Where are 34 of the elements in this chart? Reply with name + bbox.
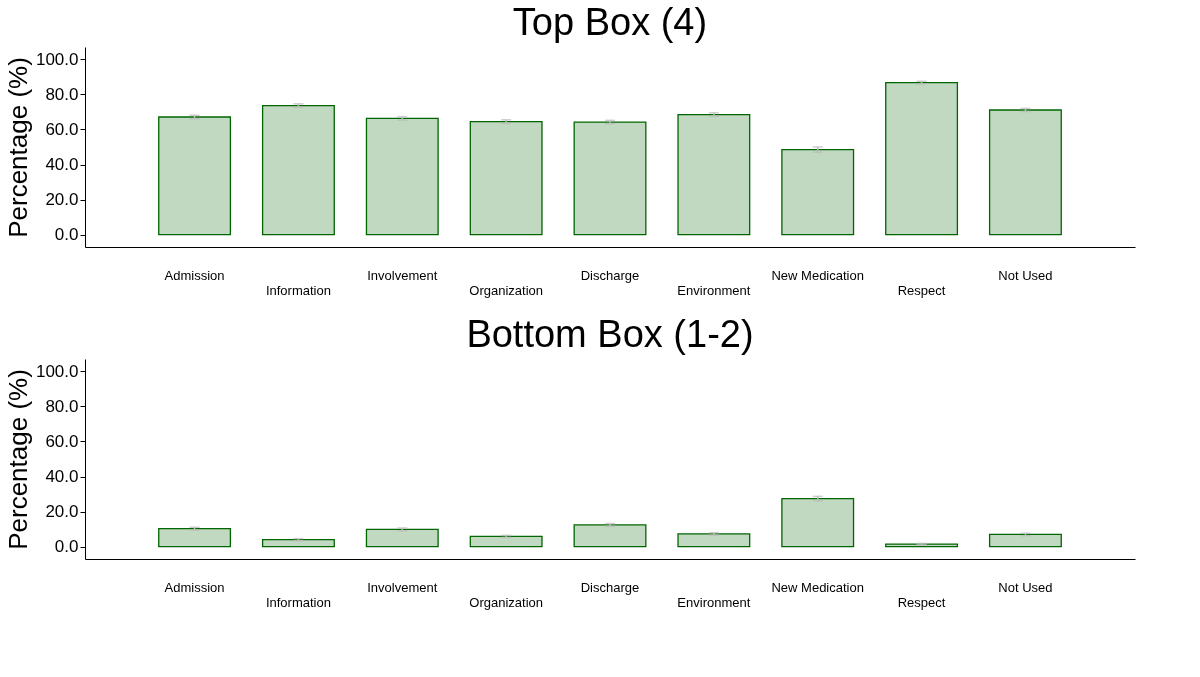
x-tick-label: Information — [265, 594, 331, 610]
y-tick-label: 80.0 — [45, 84, 79, 104]
x-tick-label: New Medication — [771, 579, 864, 595]
y-tick-label: 60.0 — [45, 431, 79, 451]
x-tick-label: Not Used — [998, 579, 1053, 595]
x-tick-label: Admission — [164, 267, 225, 283]
x-tick-label: Respect — [897, 594, 946, 610]
y-tick-label: 60.0 — [45, 119, 79, 139]
y-tick-label: 0.0 — [54, 537, 79, 557]
x-tick-label: Environment — [677, 282, 751, 298]
x-tick-label: Involvement — [367, 267, 438, 283]
x-tick-label: Discharge — [580, 267, 640, 283]
y-tick-label: 0.0 — [54, 225, 79, 245]
x-tick-label: Organization — [469, 282, 543, 298]
y-tick-label: 100.0 — [35, 49, 79, 69]
x-tick-label: Environment — [677, 594, 751, 610]
x-tick-label: Discharge — [580, 579, 640, 595]
y-tick-label: 40.0 — [45, 467, 79, 487]
x-tick-label: Admission — [164, 579, 225, 595]
y-axis-title: Percentage (%) — [2, 57, 33, 238]
y-tick-label: 80.0 — [45, 396, 79, 416]
y-tick-label: 20.0 — [45, 190, 79, 210]
y-tick-label: 100.0 — [35, 361, 79, 381]
x-tick-label: Respect — [897, 282, 946, 298]
x-tick-label: Information — [265, 282, 331, 298]
y-tick-label: 40.0 — [45, 155, 79, 175]
x-tick-label: Organization — [469, 594, 543, 610]
y-axis-title: Percentage (%) — [2, 369, 33, 550]
x-tick-label: Not Used — [998, 267, 1053, 283]
chart-title: Top Box (4) — [512, 1, 708, 43]
chart-title: Bottom Box (1-2) — [466, 313, 754, 355]
x-tick-label: New Medication — [771, 267, 864, 283]
y-tick-label: 20.0 — [45, 502, 79, 522]
x-tick-label: Involvement — [367, 579, 438, 595]
